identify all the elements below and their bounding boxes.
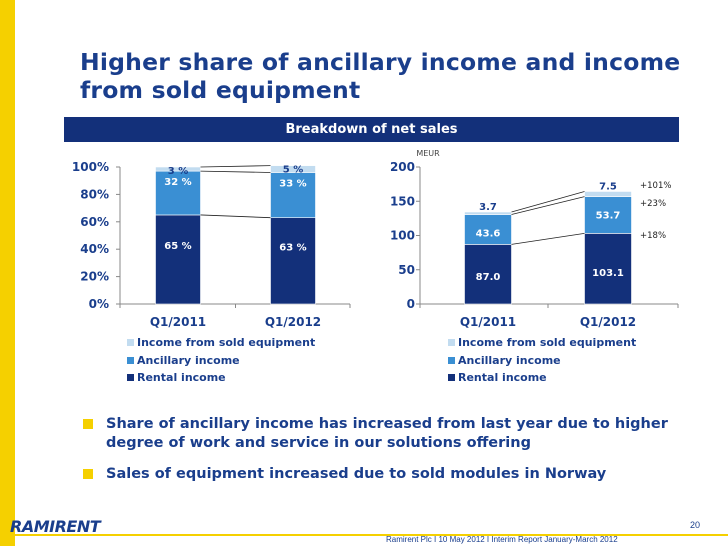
page-number: 20 — [690, 520, 701, 530]
pct-y-tick-label: 80% — [80, 187, 109, 201]
bullet-square-icon — [83, 469, 93, 479]
slide-title: Higher share of ancillary income and inc… — [80, 48, 680, 104]
pct-y-tick-label: 0% — [89, 297, 109, 311]
meur-bar-sold — [584, 191, 632, 197]
legend-swatch — [448, 356, 455, 364]
section-band: Breakdown of net sales — [64, 117, 679, 142]
pct-data-label: 63 % — [279, 242, 306, 253]
meur-data-label: 87.0 — [476, 272, 501, 283]
legend-swatch — [127, 356, 134, 364]
pct-bar-sold — [155, 166, 201, 172]
meur-connector-sold — [511, 191, 585, 213]
meur-y-tick-label: 0 — [407, 297, 415, 311]
bullet-item: Share of ancillary income has increased … — [82, 415, 682, 453]
accent-side-bar — [0, 0, 15, 546]
pct-data-label: 32 % — [164, 177, 191, 188]
slide-title-line-1: Higher share of ancillary income and inc… — [80, 48, 681, 76]
meur-y-tick-label: 100 — [390, 229, 415, 243]
pct-y-tick-label: 40% — [80, 242, 109, 256]
legend-label: Income from sold equipment — [137, 336, 316, 350]
legend-meur-chart: Income from sold equipment Ancillary inco… — [448, 334, 636, 387]
meur-connector-rental — [511, 232, 585, 245]
meur-data-label: 43.6 — [476, 229, 501, 240]
legend-percent-chart: Income from sold equipment Ancillary inco… — [127, 334, 315, 387]
legend-label: Ancillary income — [137, 353, 240, 367]
meur-y-tick-label: 50 — [398, 263, 415, 277]
legend-item: Ancillary income — [448, 352, 636, 370]
meur-growth-label: +18% — [640, 231, 666, 241]
legend-swatch — [448, 339, 455, 347]
footer-rule — [0, 534, 728, 536]
meur-y-tick-label: 150 — [390, 194, 415, 208]
meur-growth-label: +23% — [640, 199, 666, 209]
pct-bar-ancillary — [155, 170, 201, 216]
ramirent-logo: RAMIRENT — [10, 517, 101, 536]
legend-label: Ancillary income — [458, 353, 561, 367]
pct-data-label: 33 % — [279, 178, 306, 189]
legend-item: Rental income — [448, 369, 636, 387]
meur-bar-rental — [584, 233, 632, 305]
pct-bar-ancillary — [270, 172, 316, 218]
legend-swatch — [127, 374, 134, 382]
legend-label: Income from sold equipment — [458, 336, 637, 350]
legend-label: Rental income — [458, 371, 547, 385]
pct-y-tick-label: 20% — [80, 270, 109, 284]
pct-y-tick-label: 100% — [72, 160, 109, 174]
bullet-text: Share of ancillary income has increased … — [106, 416, 668, 451]
meur-category-label: Q1/2012 — [580, 315, 636, 329]
legend-item: Income from sold equipment — [448, 334, 636, 352]
meur-bar-rental — [464, 244, 512, 305]
slide-title-line-2: from sold equipment — [80, 76, 361, 104]
meur-data-label: 53.7 — [596, 211, 621, 222]
pct-data-label: 3 % — [168, 166, 188, 177]
bullet-square-icon — [83, 419, 93, 429]
pct-connector-rental — [200, 214, 271, 219]
pct-bar-rental — [270, 217, 316, 305]
pct-data-label: 5 % — [283, 165, 303, 176]
meur-bar-sold — [464, 211, 512, 215]
meur-unit-label: MEUR — [416, 149, 440, 158]
charts-area: 0% 20% 40% 60% 80% 100% 65 % 32 %3 % 63 % 33 % 5 %… — [72, 149, 679, 329]
meur-category-label: Q1/2011 — [460, 315, 516, 329]
meur-data-label: 3.7 — [479, 202, 497, 213]
legend-swatch — [127, 339, 134, 347]
meur-data-label: 7.5 — [599, 181, 617, 192]
pct-bar-sold — [270, 165, 316, 173]
meur-bar-ancillary — [584, 196, 632, 234]
pct-category-label: Q1/2011 — [150, 315, 206, 329]
pct-category-label: Q1/2012 — [265, 315, 321, 329]
pct-y-tick-label: 60% — [80, 215, 109, 229]
bullet-list: Share of ancillary income has increased … — [82, 415, 682, 484]
legend-item: Income from sold equipment — [127, 334, 315, 352]
pct-data-label: 65 % — [164, 241, 191, 252]
bullet-text: Sales of equipment increased due to sold… — [106, 466, 607, 482]
meur-y-tick-label: 200 — [390, 160, 415, 174]
legend-item: Ancillary income — [127, 352, 315, 370]
meur-growth-label: +101% — [640, 181, 671, 191]
pct-bar-rental — [155, 214, 201, 305]
meur-bar-ancillary — [464, 214, 512, 245]
meur-data-label: 103.1 — [592, 268, 624, 279]
meur-connector-ancillary — [511, 196, 585, 215]
legend-swatch — [448, 374, 455, 382]
legend-label: Rental income — [137, 371, 226, 385]
footer-text: Ramirent Plc I 10 May 2012 I Interim Rep… — [386, 535, 618, 544]
pct-connector-ancillary — [200, 170, 271, 173]
pct-connector-sold — [200, 165, 271, 168]
legend-item: Rental income — [127, 369, 315, 387]
bullet-item: Sales of equipment increased due to sold… — [82, 465, 682, 484]
